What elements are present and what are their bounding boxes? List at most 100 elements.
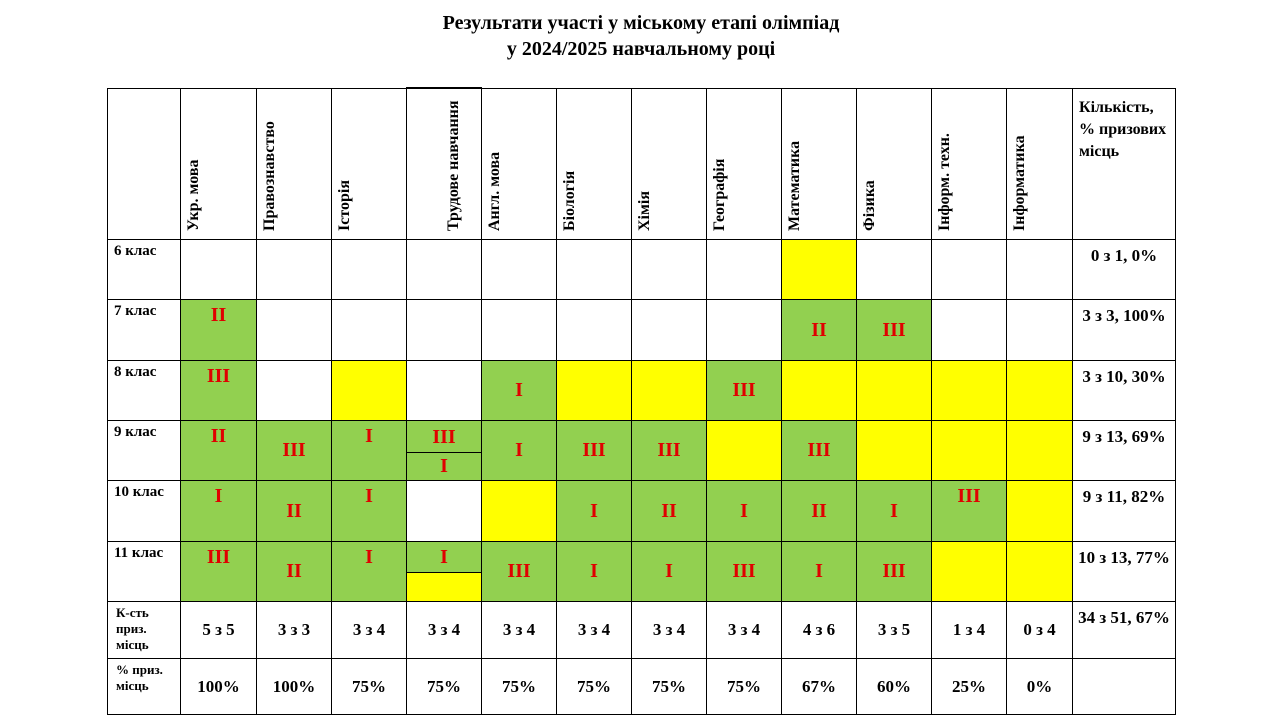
grade-row: 6 клас 0 з 1, 0% <box>107 239 1176 300</box>
result-cell: I <box>631 541 707 602</box>
subject-count: 3 з 4 <box>556 601 632 659</box>
subject-header: Правознавство <box>256 87 332 240</box>
subject-header: Географія <box>706 87 782 240</box>
title-line-1: Результати участі у міському етапі олімп… <box>442 12 840 34</box>
header-row: Укр. мова Правознавство Історія Трудове … <box>107 87 1176 240</box>
result-cell: I <box>481 360 557 421</box>
result-cell <box>1006 480 1073 542</box>
subject-pct: 25% <box>931 658 1007 715</box>
subject-count: 3 з 5 <box>856 601 932 659</box>
result-cell <box>856 360 932 421</box>
count-label: К-сть приз. місць <box>107 601 181 659</box>
result-cell <box>931 360 1007 421</box>
subject-pct: 75% <box>706 658 782 715</box>
result-cell: II <box>256 480 332 542</box>
grade-total: 9 з 11, 82% <box>1072 480 1176 542</box>
result-cell: III <box>180 541 257 602</box>
subject-header: Інформ. техн. <box>931 87 1007 240</box>
result-cell <box>481 480 557 542</box>
result-cell: II <box>781 480 857 542</box>
result-cell: I <box>331 480 407 542</box>
result-cell: I <box>331 420 407 481</box>
count-header: Кількість, % призових місць <box>1072 87 1176 240</box>
result-cell <box>781 239 857 300</box>
result-cell: I <box>856 480 932 542</box>
subject-count: 1 з 4 <box>931 601 1007 659</box>
subject-pct: 75% <box>331 658 407 715</box>
grade-row: 9 клас II III I III I I III III III 9 з … <box>107 420 1176 481</box>
grade-total: 3 з 10, 30% <box>1072 360 1176 421</box>
result-cell <box>331 360 407 421</box>
subject-pct: 75% <box>406 658 482 715</box>
subject-pct: 75% <box>631 658 707 715</box>
subject-header: Біологія <box>556 87 632 240</box>
result-cell <box>1006 541 1073 602</box>
grade-row: 8 клас III I III 3 з 10, 30% <box>107 360 1176 421</box>
result-cell: I <box>331 541 407 602</box>
subject-count: 3 з 4 <box>631 601 707 659</box>
subject-count: 3 з 4 <box>331 601 407 659</box>
grade-total: 9 з 13, 69% <box>1072 420 1176 481</box>
subject-count: 0 з 4 <box>1006 601 1073 659</box>
result-cell: II <box>180 420 257 481</box>
grade-label: 6 клас <box>107 239 181 300</box>
result-cell <box>1006 360 1073 421</box>
result-cell: III <box>856 299 932 361</box>
result-cell <box>706 420 782 481</box>
corner-cell <box>107 87 181 240</box>
grade-total: 10 з 13, 77% <box>1072 541 1176 602</box>
subject-header: Хімія <box>631 87 707 240</box>
result-cell <box>781 360 857 421</box>
result-cell: III <box>631 420 707 481</box>
summary-pct-row: % приз. місць 100% 100% 75% 75% 75% 75% … <box>107 658 1176 715</box>
grade-label: 10 клас <box>107 480 181 542</box>
result-cell: I <box>556 480 632 542</box>
subject-pct: 75% <box>556 658 632 715</box>
result-cell <box>931 420 1007 481</box>
result-cell <box>1006 420 1073 481</box>
subject-header: Історія <box>331 87 407 240</box>
result-cell: III <box>180 360 257 421</box>
subject-header: Трудове навчання <box>406 87 482 240</box>
subject-pct: 0% <box>1006 658 1073 715</box>
subject-pct: 67% <box>781 658 857 715</box>
grade-total: 0 з 1, 0% <box>1072 239 1176 300</box>
subject-header: Фізика <box>856 87 932 240</box>
subject-header: Інформатика <box>1006 87 1073 240</box>
subject-pct: 100% <box>180 658 257 715</box>
subject-count: 3 з 4 <box>406 601 482 659</box>
result-cell <box>931 541 1007 602</box>
result-cell-split: III I <box>406 420 482 481</box>
title-line-2: у 2024/2025 навчальному році <box>506 38 776 60</box>
result-cell: III <box>781 420 857 481</box>
subject-count: 4 з 6 <box>781 601 857 659</box>
split-bottom-value: I <box>440 455 448 477</box>
subject-header: Англ. мова <box>481 87 557 240</box>
page-title: Результати участі у міському етапі олімп… <box>0 10 1282 62</box>
pct-label: % приз. місць <box>107 658 181 715</box>
subject-count: 3 з 4 <box>706 601 782 659</box>
grade-label: 8 клас <box>107 360 181 421</box>
result-cell <box>631 360 707 421</box>
subject-header: Укр. мова <box>180 87 257 240</box>
overall-total: 34 з 51, 67% <box>1072 601 1176 659</box>
result-cell: III <box>556 420 632 481</box>
subject-header: Математика <box>781 87 857 240</box>
split-bottom-fill <box>407 573 481 601</box>
result-cell: III <box>856 541 932 602</box>
subject-count: 3 з 4 <box>481 601 557 659</box>
subject-count: 5 з 5 <box>180 601 257 659</box>
result-cell: II <box>781 299 857 361</box>
result-cell <box>856 420 932 481</box>
result-cell: II <box>180 299 257 361</box>
subject-count: 3 з 3 <box>256 601 332 659</box>
result-cell: III <box>706 360 782 421</box>
grade-row: 7 клас II II III 3 з 3, 100% <box>107 299 1176 361</box>
result-cell: II <box>256 541 332 602</box>
split-top-value: III <box>407 421 481 453</box>
result-cell: I <box>706 480 782 542</box>
subject-pct: 100% <box>256 658 332 715</box>
result-cell: I <box>781 541 857 602</box>
result-cell: II <box>631 480 707 542</box>
grade-total: 3 з 3, 100% <box>1072 299 1176 361</box>
